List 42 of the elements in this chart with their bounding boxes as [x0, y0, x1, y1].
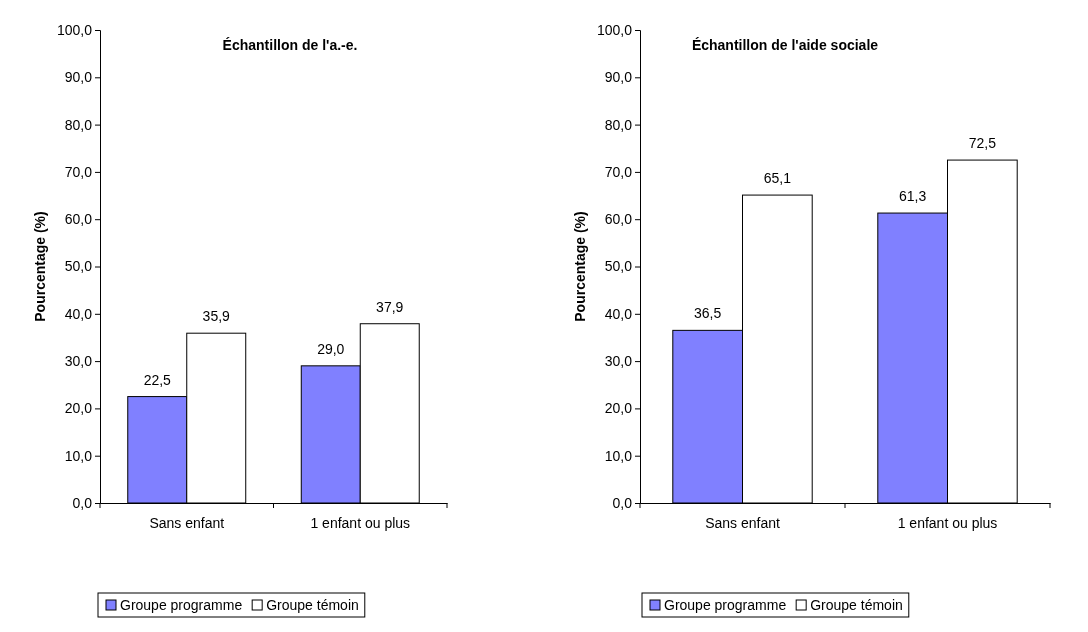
y-tick-label: 30,0	[604, 353, 633, 370]
y-tick-label: 40,0	[64, 305, 93, 322]
data-label: 37,9	[376, 298, 404, 315]
y-tick-label: 0,0	[72, 494, 93, 511]
data-label: 22,5	[143, 371, 172, 388]
data-label: 35,9	[202, 308, 231, 325]
y-tick-label: 10,0	[604, 447, 633, 464]
y-axis-title: Pourcentage (%)	[572, 211, 588, 322]
y-tick-label: 50,0	[604, 258, 633, 275]
x-tick-label: Sans enfant	[705, 515, 780, 532]
x-tick-label: 1 enfant ou plus	[897, 515, 998, 532]
legend-label: Groupe témoin	[810, 597, 903, 613]
text: Échantillon de l'a.-e.	[222, 37, 358, 53]
data-label: 65,1	[763, 170, 792, 187]
y-tick-label: 80,0	[604, 116, 633, 133]
data-label: 29,0	[317, 340, 345, 357]
text: Échantillon de l'aide sociale	[691, 37, 879, 53]
y-axis-title: Pourcentage (%)	[32, 211, 48, 322]
y-tick-label: 40,0	[604, 305, 633, 322]
y-tick-label: 90,0	[64, 69, 93, 86]
y-tick-label: 100,0	[56, 21, 93, 38]
legend-label: Groupe témoin	[266, 597, 359, 613]
y-tick-label: 60,0	[604, 211, 633, 228]
y-tick-label: 30,0	[64, 353, 93, 370]
legend-label: Groupe programme	[120, 597, 243, 613]
y-tick-label: 70,0	[604, 163, 633, 180]
legend-label: Groupe programme	[664, 597, 787, 613]
y-tick-label: 80,0	[64, 116, 93, 133]
y-tick-label: 20,0	[604, 400, 633, 417]
y-tick-label: 100,0	[596, 21, 633, 38]
y-tick-label: 0,0	[612, 494, 633, 511]
x-tick-label: 1 enfant ou plus	[310, 515, 411, 532]
data-label: 36,5	[694, 305, 722, 322]
y-tick-label: 90,0	[604, 69, 633, 86]
y-tick-label: 10,0	[64, 447, 93, 464]
y-tick-label: 70,0	[64, 163, 93, 180]
x-tick-label: Sans enfant	[149, 515, 225, 532]
y-tick-label: 20,0	[64, 400, 93, 417]
y-tick-label: 50,0	[64, 258, 93, 275]
y-tick-label: 60,0	[64, 211, 93, 228]
data-label: 72,5	[968, 135, 997, 152]
data-label: 61,3	[899, 188, 927, 205]
